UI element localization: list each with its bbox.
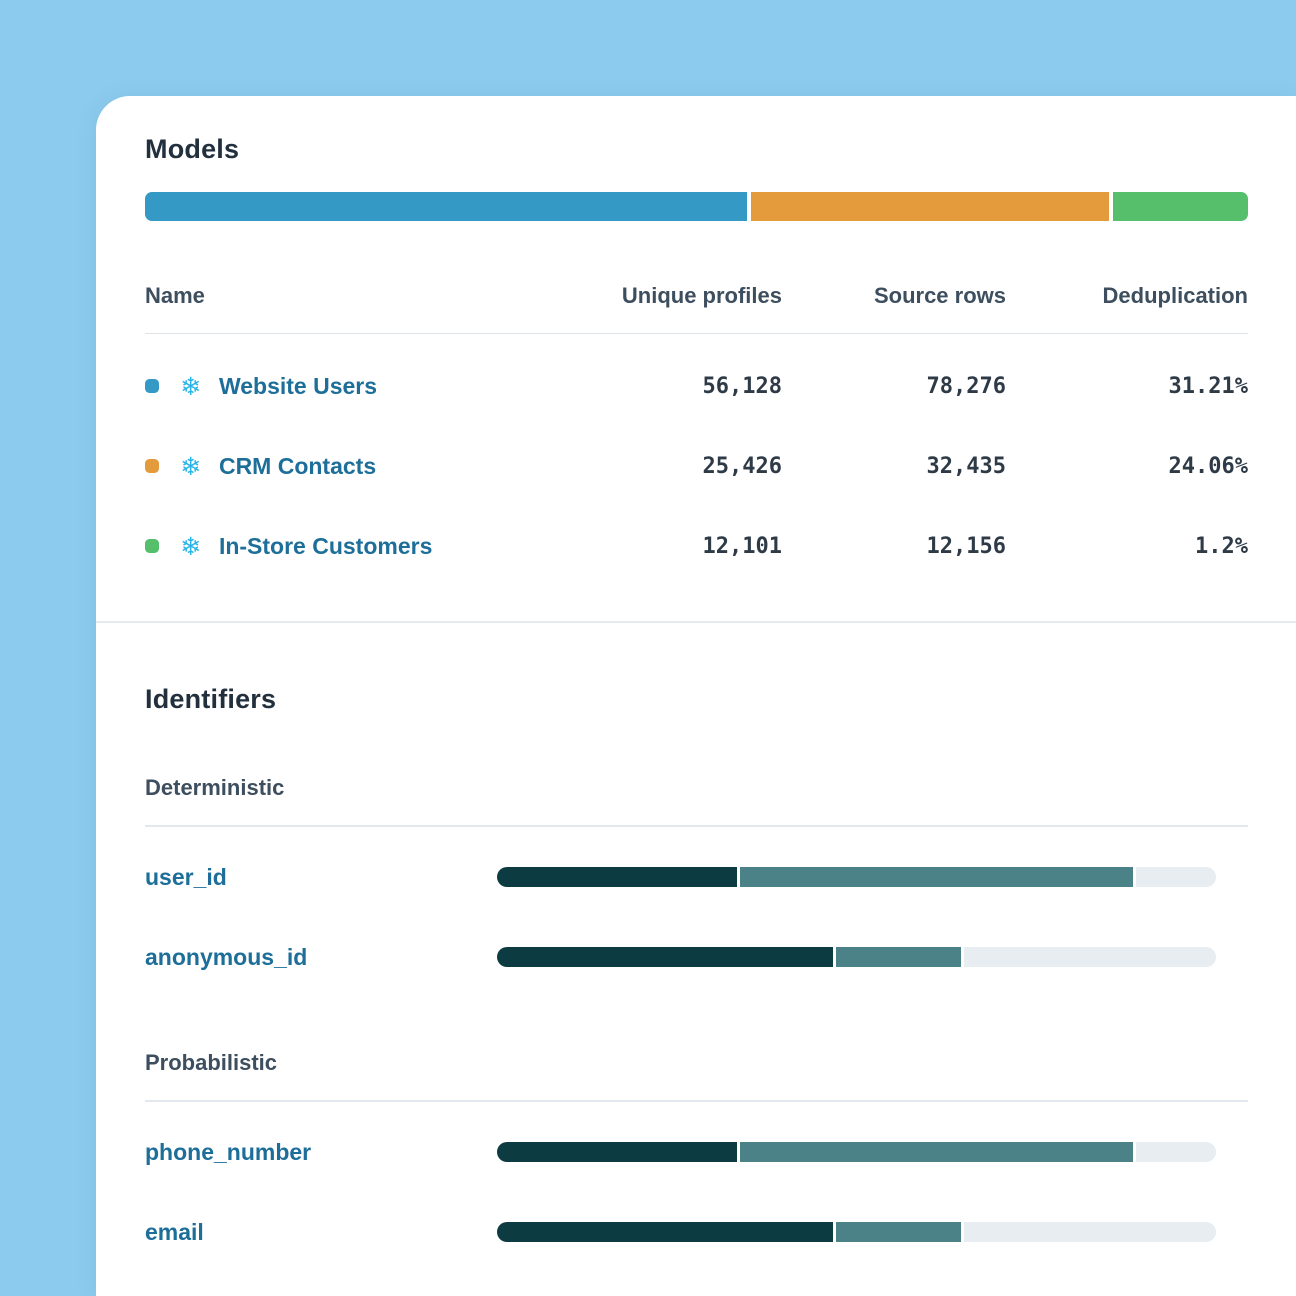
column-header-unique-profiles: Unique profiles — [621, 283, 782, 308]
unique-profiles-value: 12,101 — [702, 533, 782, 559]
table-row: ❄ Website Users 56,128 78,276 31.21% — [145, 346, 1248, 426]
group-label-probabilistic: Probabilistic — [145, 1050, 278, 1075]
identifier-coverage-bar — [497, 1222, 1216, 1242]
snowflake-icon: ❄ — [180, 451, 201, 481]
table-row: ❄ CRM Contacts 25,426 32,435 24.06% — [145, 426, 1248, 506]
identifier-link-anonymous-id[interactable]: anonymous_id — [145, 943, 308, 970]
identifier-group-probabilistic: Probabilistic phone_number email — [145, 1050, 1248, 1272]
source-rows-value: 78,276 — [926, 373, 1006, 399]
unique-profiles-value: 56,128 — [702, 373, 782, 399]
bar-segment-dark — [497, 867, 738, 887]
identifier-rows: phone_number email — [145, 1102, 1248, 1272]
list-item: phone_number — [145, 1112, 1248, 1192]
table-row: ❄ In-Store Customers 12,101 12,156 1.2% — [145, 506, 1248, 586]
bar-segment-medium — [740, 1142, 1134, 1162]
model-link-website-users[interactable]: Website Users — [218, 372, 378, 399]
bar-segment-light — [1136, 1142, 1216, 1162]
source-rows-value: 12,156 — [926, 533, 1006, 559]
identifier-bar-cell — [497, 947, 1248, 967]
bar-segment-light — [963, 947, 1216, 967]
model-link-in-store-customers[interactable]: In-Store Customers — [218, 532, 433, 559]
color-swatch — [145, 379, 159, 393]
snowflake-icon: ❄ — [180, 371, 201, 401]
bar-segment-dark — [497, 1142, 738, 1162]
identifier-bar-cell — [497, 867, 1248, 887]
column-header-name: Name — [145, 283, 205, 308]
identifier-group-deterministic: Deterministic user_id anonymous_id — [145, 775, 1248, 997]
identifier-coverage-bar — [497, 947, 1216, 967]
list-item: anonymous_id — [145, 917, 1248, 997]
distribution-segment-in-store-customers[interactable] — [1112, 192, 1248, 221]
column-header-source-rows: Source rows — [873, 283, 1006, 308]
models-table: Name Unique profiles Source rows Dedupli… — [145, 257, 1248, 586]
identifier-link-user-id[interactable]: user_id — [145, 863, 227, 890]
source-rows-value: 32,435 — [926, 453, 1006, 479]
bar-segment-light — [1136, 867, 1216, 887]
model-name-cell: ❄ CRM Contacts — [145, 453, 562, 480]
identifier-link-email[interactable]: email — [145, 1218, 204, 1245]
bar-segment-medium — [835, 1222, 961, 1242]
deduplication-value: 1.2% — [1195, 533, 1248, 559]
models-section-title: Models — [145, 134, 240, 164]
identifiers-section: Identifiers Deterministic user_id — [96, 684, 1296, 1272]
identifier-link-phone-number[interactable]: phone_number — [145, 1138, 312, 1165]
model-name-cell: ❄ In-Store Customers — [145, 533, 562, 560]
main-panel: Models Name Unique profiles Source rows … — [96, 96, 1296, 1296]
identifier-rows: user_id anonymous_id — [145, 827, 1248, 997]
identifier-bar-cell — [497, 1142, 1248, 1162]
model-distribution-bar — [145, 192, 1248, 221]
list-item: email — [145, 1192, 1248, 1272]
distribution-segment-website-users[interactable] — [145, 192, 748, 221]
models-table-body: ❄ Website Users 56,128 78,276 31.21% ❄ C… — [145, 334, 1248, 586]
snowflake-icon: ❄ — [180, 531, 201, 561]
group-divider — [145, 825, 1248, 827]
group-divider — [145, 1100, 1248, 1102]
bar-segment-dark — [497, 1222, 833, 1242]
bar-segment-medium — [740, 867, 1134, 887]
bar-segment-medium — [835, 947, 961, 967]
distribution-segment-crm-contacts[interactable] — [751, 192, 1109, 221]
deduplication-value: 31.21% — [1168, 373, 1248, 399]
group-label-deterministic: Deterministic — [145, 775, 285, 800]
column-header-deduplication: Deduplication — [1102, 283, 1248, 308]
identifier-coverage-bar — [497, 1142, 1216, 1162]
unique-profiles-value: 25,426 — [702, 453, 782, 479]
identifiers-section-title: Identifiers — [145, 684, 277, 714]
color-swatch — [145, 459, 159, 473]
models-table-header: Name Unique profiles Source rows Dedupli… — [145, 257, 1248, 334]
deduplication-value: 24.06% — [1168, 453, 1248, 479]
identifier-bar-cell — [497, 1222, 1248, 1242]
list-item: user_id — [145, 837, 1248, 917]
color-swatch — [145, 539, 159, 553]
model-name-cell: ❄ Website Users — [145, 373, 562, 400]
section-divider — [96, 621, 1296, 623]
model-link-crm-contacts[interactable]: CRM Contacts — [218, 452, 377, 479]
bar-segment-light — [963, 1222, 1216, 1242]
bar-segment-dark — [497, 947, 833, 967]
identifier-coverage-bar — [497, 867, 1216, 887]
models-section: Models Name Unique profiles Source rows … — [96, 96, 1296, 623]
